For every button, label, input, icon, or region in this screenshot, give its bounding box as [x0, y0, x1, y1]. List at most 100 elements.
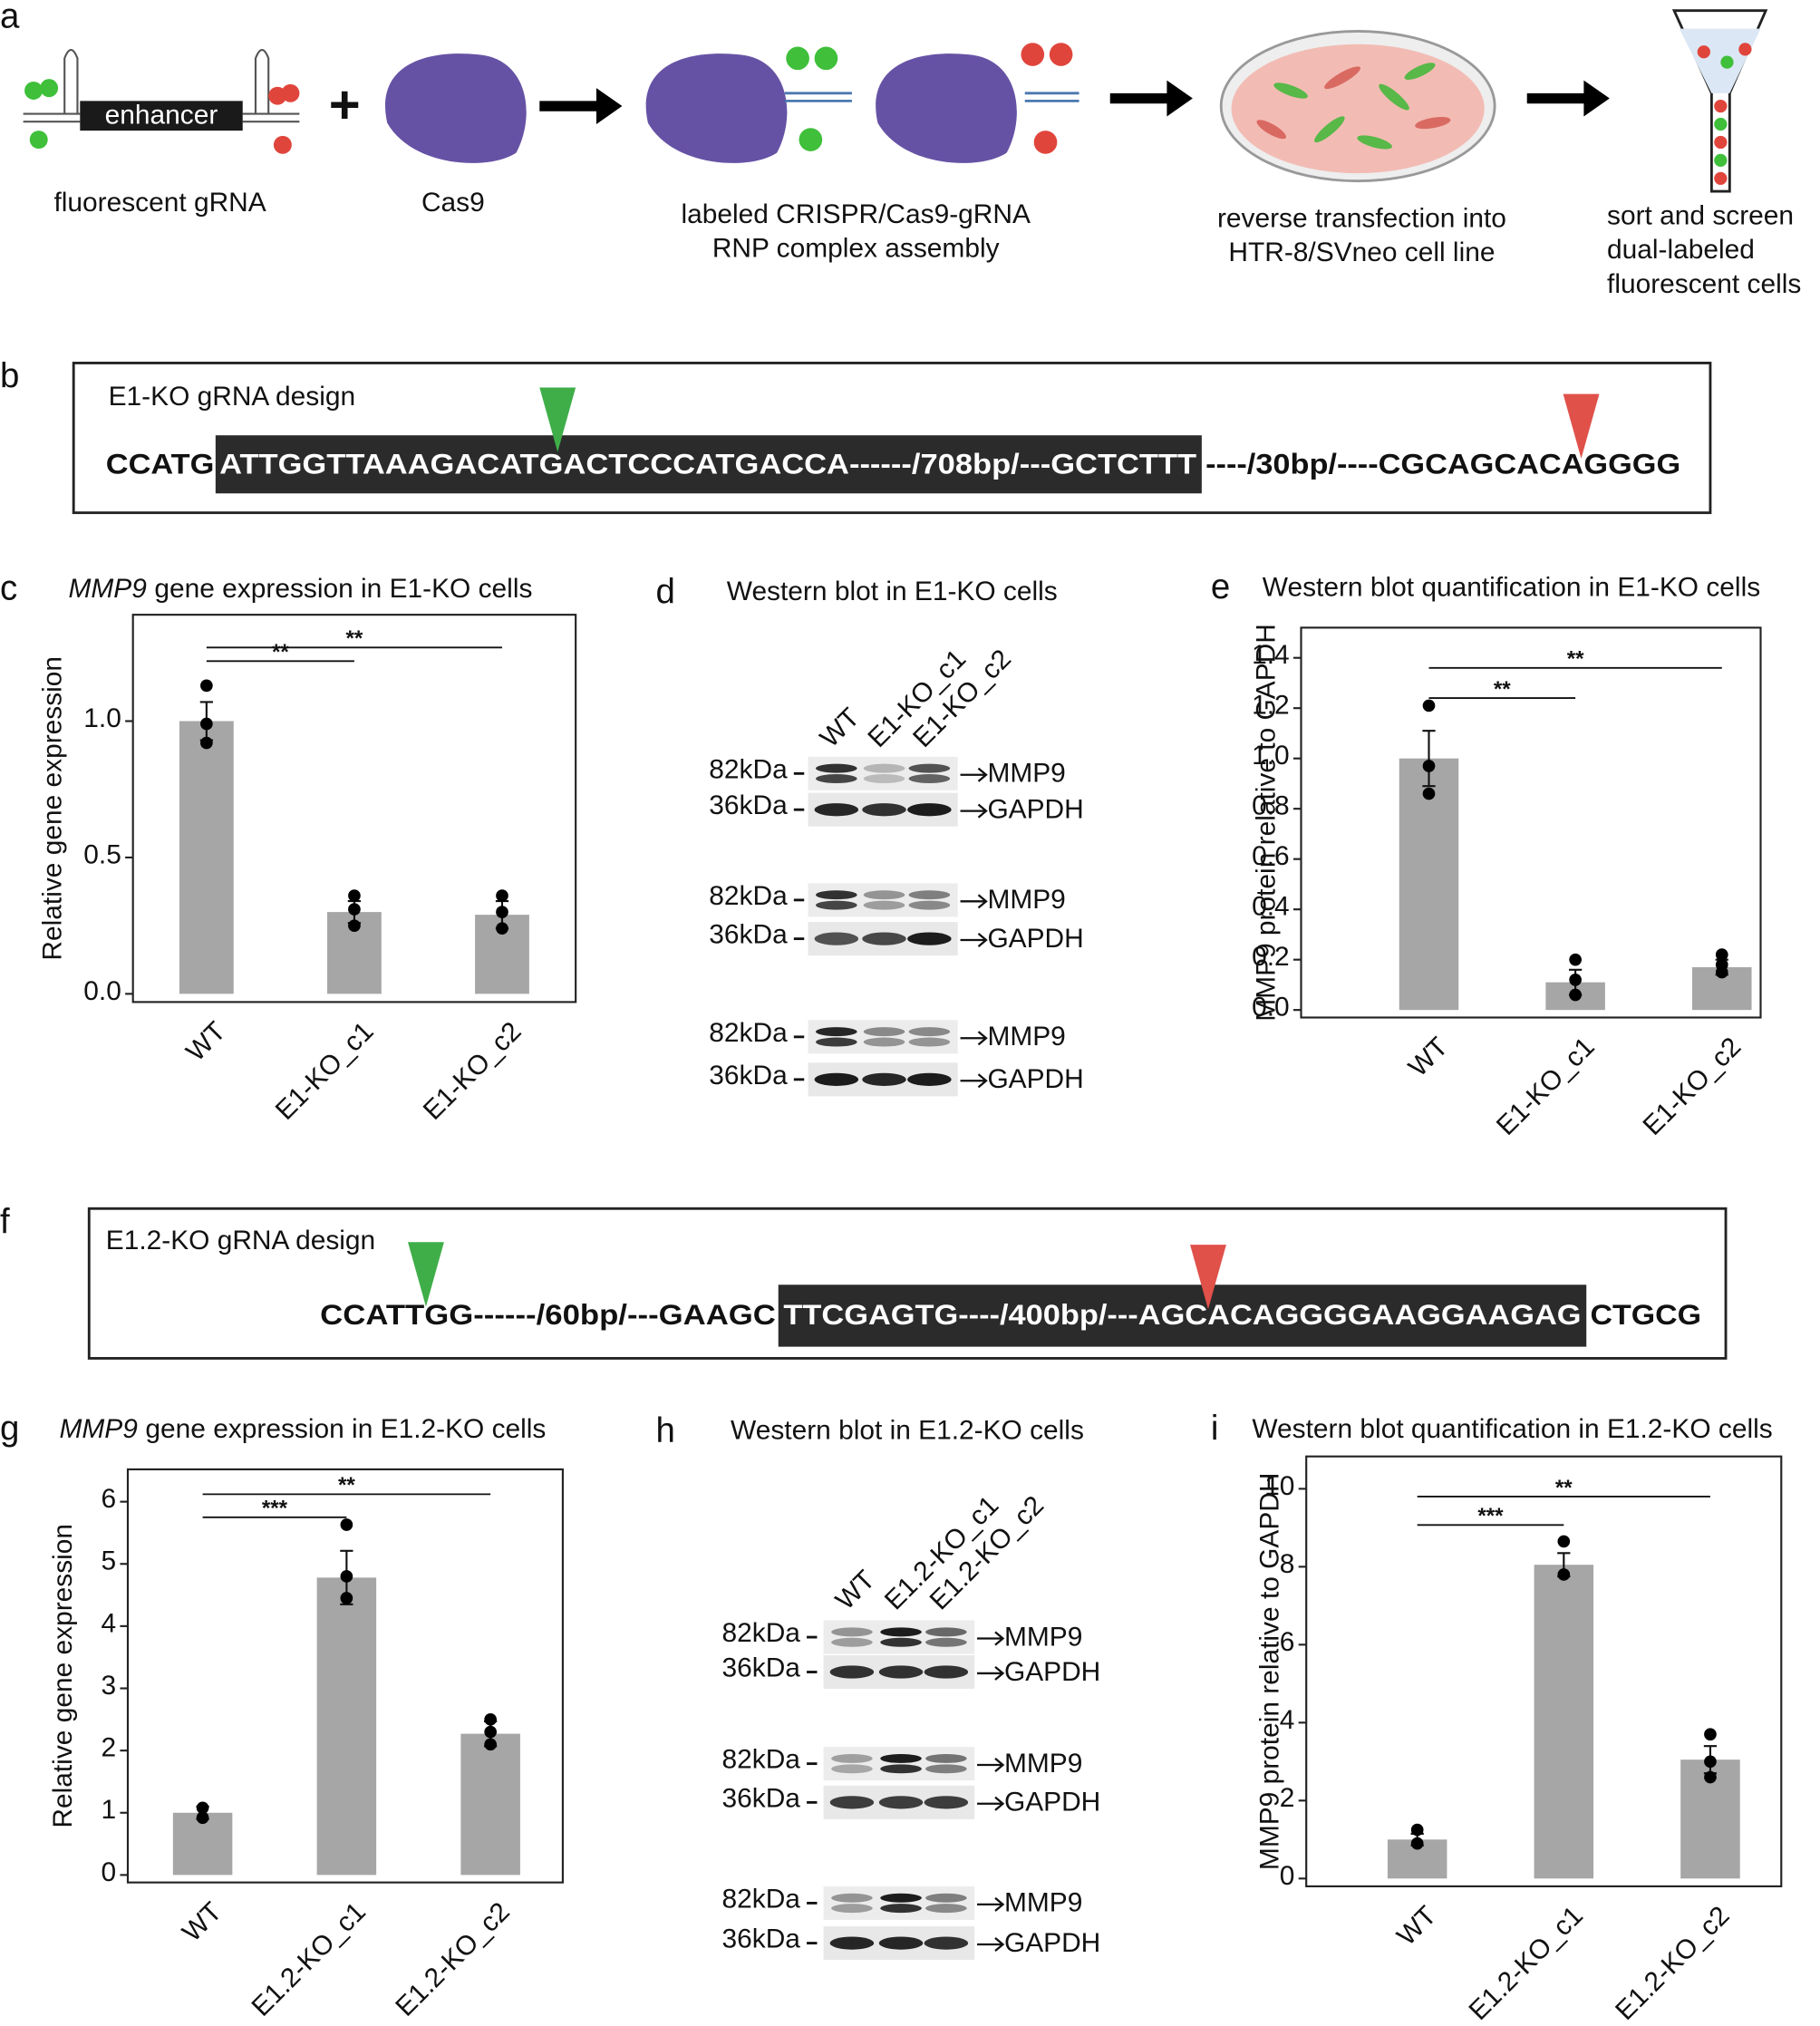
marker-label: 82kDa: [722, 1884, 801, 1914]
protein-arrow: [977, 1896, 1005, 1912]
data-point: [484, 1738, 497, 1751]
band: [863, 890, 905, 900]
band: [862, 803, 906, 817]
data-point: [340, 1592, 353, 1604]
y-tick-label: 0.8: [1252, 791, 1290, 821]
sequence: ----/30bp/----CGCAGCACAGGGG: [1205, 449, 1680, 480]
data-point: [196, 1811, 209, 1825]
x-tick-label: WT: [180, 1016, 231, 1067]
fluorophore: [273, 135, 292, 154]
significance-label: **: [1555, 1476, 1573, 1500]
band: [924, 1665, 969, 1679]
cell: [1720, 55, 1734, 69]
fluorophore: [1033, 131, 1058, 154]
y-tick-label: 5: [102, 1546, 117, 1576]
lane-label: WT: [815, 703, 866, 753]
data-point: [196, 1801, 209, 1815]
band: [908, 900, 951, 910]
protein-label: GAPDH: [1004, 1657, 1100, 1687]
data-point: [1557, 1535, 1571, 1548]
x-tick-label: E1.2-KO_c1: [247, 1896, 372, 2021]
step-caption: fluorescent cells: [1607, 269, 1801, 299]
band: [878, 1936, 924, 1950]
band: [816, 1027, 857, 1037]
data-point: [1704, 1755, 1717, 1769]
band: [814, 1072, 859, 1086]
protein-label: MMP9: [987, 1022, 1065, 1052]
blot-strip: [808, 1020, 958, 1054]
data-point: [484, 1725, 497, 1739]
funnel-liquid: [1679, 28, 1761, 93]
deleted-region: [215, 435, 1202, 494]
sequence-deleted: ATTGGTTAAAGACATGACTCCCATGACCA------/708b…: [219, 449, 1196, 480]
data-point: [1422, 787, 1436, 800]
data-point: [1704, 1728, 1717, 1741]
protein-label: GAPDH: [987, 924, 1083, 954]
protein-arrow: [977, 1796, 1005, 1811]
title-gene: MMP9: [60, 1414, 139, 1444]
y-tick-label: 1.4: [1252, 640, 1290, 670]
cell: [1714, 135, 1728, 150]
protein-arrow: [960, 933, 988, 948]
data-point: [1704, 1770, 1717, 1784]
protein-arrow: [977, 1631, 1005, 1646]
fluorophore: [1021, 43, 1045, 66]
band: [831, 1637, 873, 1647]
fluorophore: [281, 83, 300, 102]
data-point: [1569, 953, 1582, 966]
marker-label: 36kDa: [722, 1924, 801, 1954]
arrow: [1526, 80, 1610, 117]
band: [863, 774, 905, 784]
protein-arrow: [960, 894, 988, 909]
step-caption: dual-labeled: [1607, 235, 1755, 265]
title-text: Western blot quantification in E1.2-KO c…: [1252, 1414, 1772, 1444]
design-title: E1-KO gRNA design: [109, 382, 355, 412]
deleted-region: [778, 1284, 1587, 1347]
data-point: [484, 1712, 497, 1726]
marker-label: 82kDa: [709, 1018, 788, 1048]
bar: [460, 1733, 520, 1876]
protein-arrow: [960, 803, 988, 819]
panel-letter: d: [655, 573, 674, 612]
protein-arrow: [977, 1665, 1005, 1681]
band: [816, 900, 857, 910]
bar: [179, 721, 234, 994]
data-point: [340, 1518, 353, 1531]
data-point: [1410, 1837, 1424, 1850]
band: [878, 1665, 924, 1679]
cell: [1314, 116, 1345, 143]
band: [907, 932, 952, 945]
panel-letter: b: [0, 357, 19, 396]
cut-site-green: [539, 387, 576, 452]
blot-strip: [808, 883, 958, 917]
band: [908, 774, 951, 784]
protein-arrow: [960, 767, 988, 782]
x-tick-label: E1-KO_c2: [1638, 1032, 1747, 1141]
protein-label: GAPDH: [1004, 1788, 1100, 1818]
blot-title: Western blot in E1.2-KO cells: [731, 1416, 1084, 1446]
y-tick-label: 3: [102, 1671, 117, 1701]
bar: [1399, 758, 1459, 1011]
strand: [23, 112, 81, 123]
data-point: [496, 889, 508, 902]
panel-letter: a: [0, 0, 20, 35]
blot-strip: [823, 1885, 975, 1920]
plot-frame: [1300, 626, 1762, 1019]
band: [816, 774, 857, 784]
marker-label: 36kDa: [722, 1653, 801, 1683]
significance-label: **: [338, 1473, 355, 1498]
band: [880, 1764, 922, 1774]
x-tick-label: E1.2-KO_c2: [1610, 1901, 1735, 2026]
rna-strand: [784, 92, 1079, 102]
band: [831, 1753, 873, 1763]
band: [816, 763, 857, 773]
design-box: [72, 362, 1712, 515]
title-text: gene expression in E1.2-KO cells: [145, 1414, 546, 1444]
band: [863, 763, 905, 773]
data-point: [200, 736, 213, 750]
data-point: [1569, 974, 1582, 986]
arrows: [539, 80, 1610, 124]
y-tick-label: 1.0: [83, 703, 121, 733]
panel-letter: h: [655, 1411, 674, 1450]
